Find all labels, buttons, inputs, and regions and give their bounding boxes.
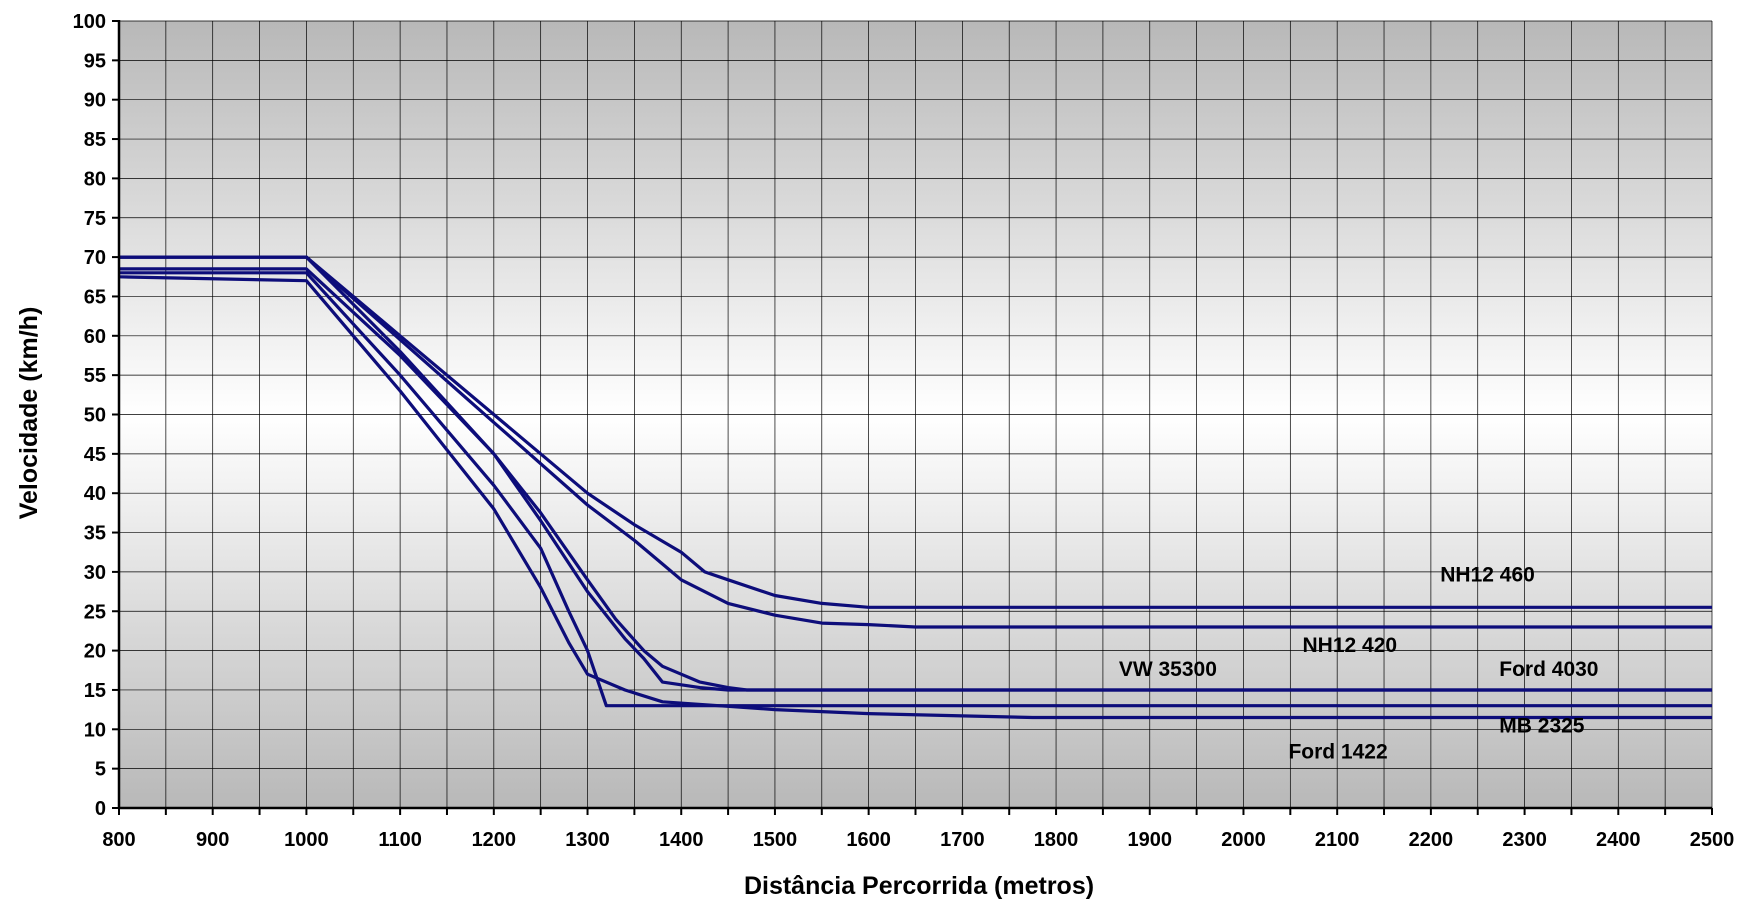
x-tick-label: 1500 [753, 829, 798, 851]
x-tick-label: 1700 [940, 829, 985, 851]
y-tick-label: 10 [84, 719, 106, 741]
series-lines [118, 255, 1712, 720]
x-tick-label: 2200 [1409, 829, 1454, 851]
y-tick-label: 5 [95, 759, 106, 781]
y-tick-label: 55 [84, 365, 106, 387]
y-tick-label: 100 [73, 11, 106, 33]
y-tick-label: 85 [84, 129, 106, 151]
gridlines [119, 20, 1713, 808]
x-tick-label: 2300 [1502, 829, 1547, 851]
x-tick-label: 2000 [1221, 829, 1266, 851]
x-tick-label: 900 [196, 829, 229, 851]
series-line-mb-2325 [119, 271, 1712, 708]
series-line-nh12-420 [119, 255, 1712, 629]
y-tick-label: 25 [84, 601, 106, 623]
y-tick-label: 30 [84, 562, 106, 584]
x-tick-label: 1000 [284, 829, 329, 851]
y-tick-label: 65 [84, 286, 106, 308]
x-axis-title: Distância Percorrida (metros) [744, 872, 1094, 900]
y-tick-label: 15 [84, 680, 106, 702]
series-line-nh12-460 [119, 255, 1712, 609]
x-tick-label: 1100 [378, 829, 421, 851]
y-tick-label: 45 [84, 444, 106, 466]
y-tick-label: 0 [95, 798, 106, 820]
y-tick-label: 90 [84, 90, 106, 112]
series-label: NH12 460 [1440, 563, 1535, 586]
y-tick-label: 40 [84, 483, 106, 505]
y-tick-label: 75 [84, 208, 106, 230]
x-tick-label: 1200 [472, 829, 517, 851]
x-tick-label: 800 [102, 829, 135, 851]
series-labels: NH12 460 NH12 420 VW 35300 Ford 4030 MB 2325… [1119, 563, 1599, 763]
series-label: VW 35300 [1119, 658, 1217, 681]
series-label: Ford 1422 [1288, 740, 1387, 763]
y-tick-labels: 0 5 10 15 20 25 30 35 40 45 50 55 60 65 70 75 80 85 90 95 10… [73, 11, 106, 820]
y-tick-label: 70 [84, 247, 106, 269]
x-tick-label: 2100 [1315, 829, 1360, 851]
y-tick-label: 50 [84, 405, 106, 427]
x-tick-label: 1600 [846, 829, 891, 851]
y-axis-title: Velocidade (km/h) [15, 307, 43, 520]
y-tick-label: 60 [84, 326, 106, 348]
axes [112, 20, 1713, 815]
y-tick-label: 35 [84, 523, 106, 545]
x-tick-label: 2400 [1596, 829, 1641, 851]
x-tick-label: 1800 [1034, 829, 1079, 851]
x-tick-label: 1900 [1128, 829, 1173, 851]
x-tick-labels: 800 900 1000 1100 1200 1300 1400 1500 1600 1700 18… [102, 829, 1734, 851]
y-tick-label: 20 [84, 641, 106, 663]
x-tick-label: 2500 [1690, 829, 1735, 851]
series-line-vw-35300 [119, 255, 1712, 692]
y-tick-label: 80 [84, 168, 106, 190]
series-label: MB 2325 [1499, 714, 1585, 737]
x-tick-label: 1300 [565, 829, 610, 851]
series-line-ford-1422 [118, 275, 1712, 720]
series-label: NH12 420 [1303, 634, 1398, 657]
x-tick-label: 1400 [659, 829, 704, 851]
y-tick-label: 95 [84, 50, 106, 72]
series-label: Ford 4030 [1499, 658, 1598, 681]
series-line-ford-4030 [119, 267, 1712, 692]
